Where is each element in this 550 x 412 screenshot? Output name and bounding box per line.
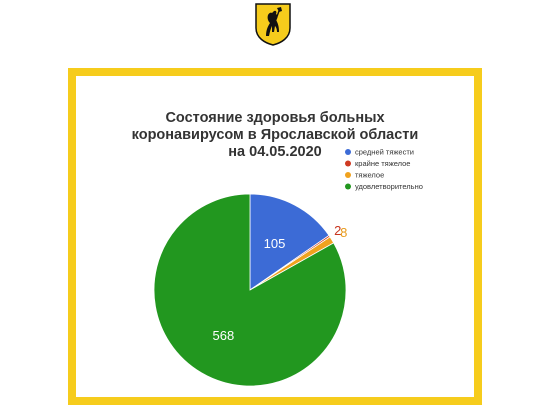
chart-legend: средней тяжести крайне тяжелое тяжелое удов…	[345, 148, 423, 191]
legend-label-3: удовлетворительно	[355, 182, 423, 191]
pie-slice-label-3: 568	[213, 328, 235, 343]
pie-slice-label-0: 105	[264, 236, 286, 251]
pie-slices	[153, 193, 347, 387]
legend-swatch-2	[345, 172, 351, 178]
pie-slice-labels: 105 28 568	[213, 223, 348, 343]
legend-label-2: тяжелое	[355, 171, 384, 180]
legend-swatch-0	[345, 149, 351, 155]
chart-title-line-1: Состояние здоровья больных	[165, 110, 384, 126]
pie-slice-3	[153, 193, 347, 387]
legend-label-0: средней тяжести	[355, 148, 414, 157]
pie-slice-label-1: 2	[334, 223, 341, 238]
coat-of-arms-icon	[255, 3, 291, 46]
chart-title-line-3: на 04.05.2020	[228, 144, 321, 160]
pie-slice-0	[249, 193, 330, 291]
legend-swatch-3	[345, 183, 351, 190]
chart-title-line-2: коронавирусом в Ярославской области	[132, 127, 419, 143]
pie-slice-label-2: 8	[340, 225, 347, 240]
legend-swatch-1	[345, 160, 351, 167]
legend-label-1: крайне тяжелое	[355, 159, 410, 168]
